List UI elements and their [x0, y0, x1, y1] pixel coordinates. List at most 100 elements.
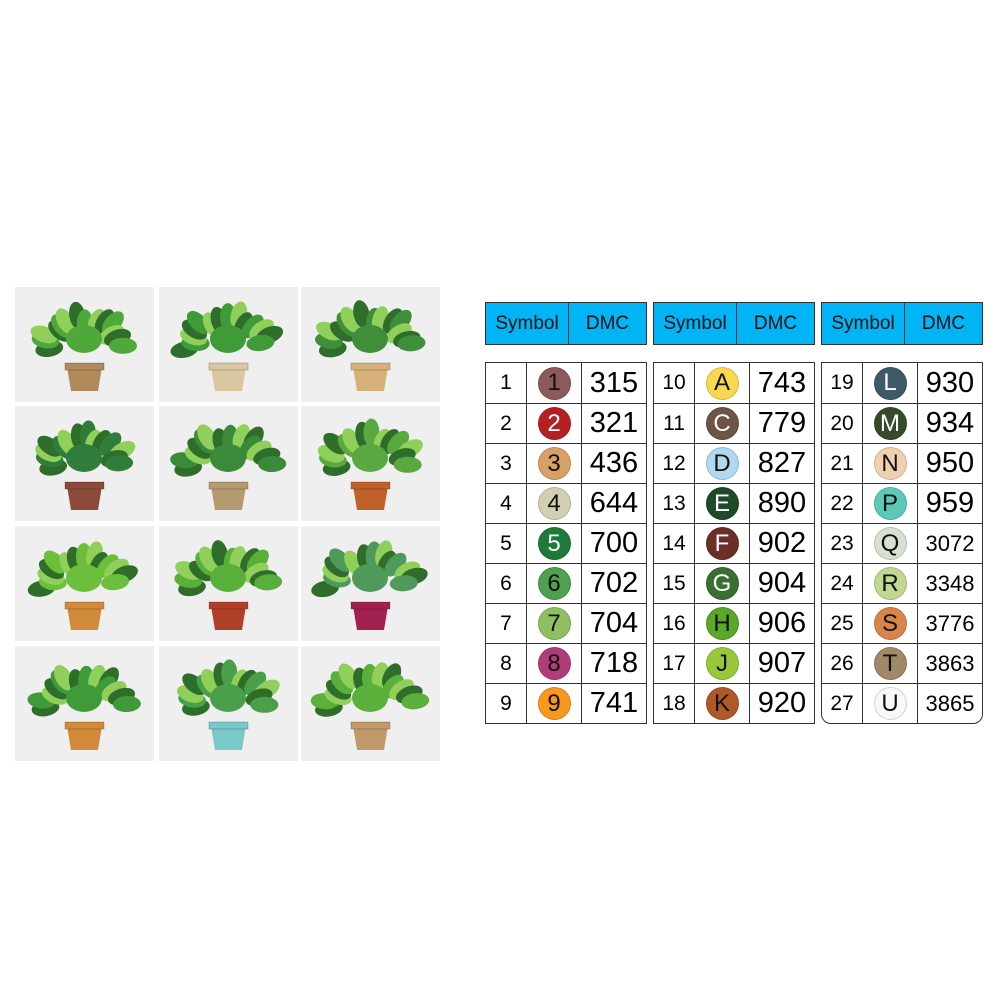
symbol-cell: A	[695, 363, 750, 403]
row-number: 23	[822, 524, 863, 563]
row-number: 15	[654, 564, 695, 603]
symbol-cell: 2	[527, 404, 582, 443]
plant-image	[30, 301, 137, 391]
table-row: 24 R 3348	[822, 563, 982, 603]
table-row: 23 Q 3072	[822, 523, 982, 563]
symbol-cell: 8	[527, 644, 582, 683]
dmc-code: 702	[589, 567, 639, 599]
dmc-code: 3863	[925, 650, 975, 676]
plant-image	[174, 540, 283, 630]
dmc-code: 827	[757, 447, 807, 479]
dmc-code: 436	[589, 447, 639, 479]
plant-tile-cactus	[159, 646, 298, 761]
table-row: 26 T 3863	[822, 643, 982, 683]
color-table-2: Symbol DMC 10 A 743 11 C 779 12 D 827 13…	[653, 302, 815, 724]
dmc-header: DMC	[921, 312, 966, 334]
symbol-header: Symbol	[654, 303, 737, 344]
table-row: 9 9 741	[486, 683, 646, 723]
dmc-code: 950	[925, 447, 975, 479]
row-number: 1	[486, 363, 527, 403]
color-table-3: Symbol DMC 19 L 930 20 M 934 21 N 950 22…	[821, 302, 983, 724]
dmc-code: 959	[925, 487, 975, 519]
symbol-cell: T	[863, 644, 918, 683]
symbol-cell: P	[863, 484, 918, 523]
dmc-code: 700	[589, 527, 639, 559]
dmc-code: 3072	[925, 530, 975, 556]
color-swatch: A	[705, 366, 739, 400]
dmc-code: 779	[757, 407, 807, 439]
dmc-code: 321	[589, 407, 639, 439]
symbol-cell: L	[863, 363, 918, 403]
row-number: 11	[654, 404, 695, 443]
plant-image	[27, 664, 141, 750]
dmc-code: 741	[589, 687, 639, 719]
dmc-code: 3865	[925, 690, 975, 716]
plant-image	[35, 420, 136, 510]
color-swatch: N	[873, 447, 907, 480]
symbol-cell: 9	[527, 684, 582, 723]
color-swatch: S	[873, 607, 907, 640]
row-number: 3	[486, 444, 527, 483]
table-row: 21 N 950	[822, 443, 982, 483]
color-swatch: 5	[537, 527, 571, 560]
row-number: 13	[654, 484, 695, 523]
plant-image	[317, 418, 423, 510]
table-row: 7 7 704	[486, 603, 646, 643]
symbol-cell: D	[695, 444, 750, 483]
plant-tile-peace-lily	[301, 287, 440, 402]
color-swatch: 1	[537, 366, 571, 400]
row-number: 14	[654, 524, 695, 563]
color-swatch: F	[705, 527, 739, 560]
table-body: 1 1 315 2 2 321 3 3 436 4 4 644 5 5 700 …	[485, 362, 647, 724]
color-swatch: U	[873, 687, 907, 720]
plant-tile-bonsai	[159, 526, 298, 641]
plant-image	[314, 300, 426, 391]
color-swatch: E	[705, 487, 739, 520]
table-header: Symbol DMC	[653, 302, 815, 345]
symbol-cell: 6	[527, 564, 582, 603]
dmc-code: 902	[757, 527, 807, 559]
dmc-code: 704	[589, 607, 639, 639]
table-row: 5 5 700	[486, 523, 646, 563]
table-header: Symbol DMC	[485, 302, 647, 345]
plant-tile-monstera	[159, 287, 298, 402]
plant-tile-anthurium	[15, 646, 154, 761]
row-number: 4	[486, 484, 527, 523]
dmc-code: 890	[757, 487, 807, 519]
color-swatch: 3	[537, 447, 571, 480]
plant-tile-fiddle-leaf	[15, 406, 154, 521]
dmc-code: 904	[757, 567, 807, 599]
table-row: 15 G 904	[654, 563, 814, 603]
row-number: 25	[822, 604, 863, 643]
color-swatch: H	[705, 607, 739, 640]
dmc-code: 907	[757, 647, 807, 679]
row-number: 20	[822, 404, 863, 443]
dmc-code: 906	[757, 607, 807, 639]
plant-image	[310, 662, 430, 750]
table-row: 13 E 890	[654, 483, 814, 523]
color-swatch: P	[873, 487, 907, 520]
table-row: 2 2 321	[486, 403, 646, 443]
table-row: 12 D 827	[654, 443, 814, 483]
table-row: 17 J 907	[654, 643, 814, 683]
plant-tile-fern	[15, 526, 154, 641]
dmc-code: 934	[925, 407, 975, 439]
table-row: 20 M 934	[822, 403, 982, 443]
color-swatch: D	[705, 447, 739, 480]
row-number: 18	[654, 684, 695, 723]
row-number: 9	[486, 684, 527, 723]
table-row: 19 L 930	[822, 363, 982, 403]
symbol-cell: H	[695, 604, 750, 643]
row-number: 21	[822, 444, 863, 483]
dmc-code: 3776	[925, 610, 975, 636]
plant-image	[311, 540, 428, 630]
table-row: 11 C 779	[654, 403, 814, 443]
symbol-cell: 1	[527, 363, 582, 403]
symbol-cell: C	[695, 404, 750, 443]
table-row: 3 3 436	[486, 443, 646, 483]
table-row: 22 P 959	[822, 483, 982, 523]
table-row: 27 U 3865	[822, 683, 982, 723]
symbol-cell: U	[863, 684, 918, 723]
plant-tile-white-flower	[301, 406, 440, 521]
dmc-code: 930	[925, 366, 975, 399]
